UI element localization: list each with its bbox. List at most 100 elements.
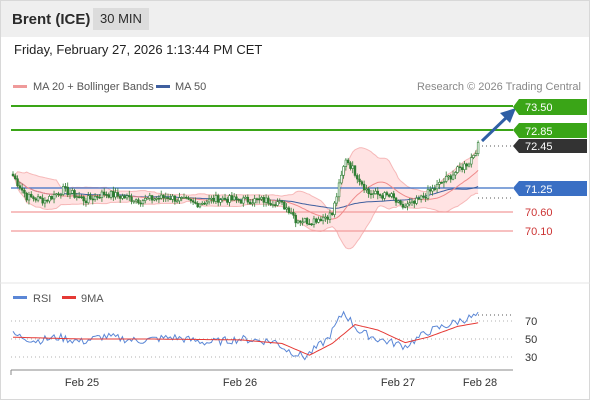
candle-body bbox=[476, 142, 480, 154]
candle-body bbox=[237, 198, 240, 201]
candle-body bbox=[98, 196, 101, 199]
candle-body bbox=[217, 195, 220, 203]
x-label-feb25: Feb 25 bbox=[65, 377, 99, 389]
candle-body bbox=[141, 200, 145, 205]
candle-body bbox=[299, 220, 302, 223]
candle-body bbox=[139, 202, 142, 205]
support-1-value: 70.60 bbox=[525, 207, 553, 219]
candle-body bbox=[333, 202, 336, 215]
candle-body bbox=[153, 198, 156, 201]
candle-body bbox=[362, 183, 366, 191]
candle-body bbox=[169, 198, 172, 200]
candle-body bbox=[312, 218, 316, 225]
candle-body bbox=[178, 197, 181, 202]
candle-body bbox=[410, 200, 414, 204]
candle-body bbox=[148, 195, 151, 199]
candle-body bbox=[187, 197, 190, 200]
candle-body bbox=[372, 193, 375, 195]
candle-body bbox=[438, 182, 441, 185]
candle-body bbox=[132, 200, 136, 203]
candle-body bbox=[330, 212, 334, 215]
candle-body bbox=[349, 162, 352, 169]
resistance-2-tag bbox=[513, 99, 587, 115]
candle-body bbox=[321, 216, 325, 222]
candle-body bbox=[84, 200, 88, 204]
candle-body bbox=[278, 200, 281, 203]
ma20-legend-label: MA 20 + Bollinger Bands bbox=[33, 81, 154, 93]
candle-body bbox=[112, 190, 115, 198]
candle-body bbox=[444, 176, 448, 182]
candle-body bbox=[71, 190, 74, 194]
candle-body bbox=[474, 153, 478, 156]
candle-body bbox=[242, 197, 245, 204]
candle-body bbox=[367, 188, 370, 195]
candle-body bbox=[431, 188, 434, 192]
candle-body bbox=[351, 165, 354, 169]
candle-body bbox=[399, 200, 402, 205]
rsi-legend-swatch bbox=[13, 296, 27, 299]
candle-body bbox=[134, 199, 138, 202]
candle-body bbox=[385, 192, 389, 196]
candle-body bbox=[310, 223, 313, 226]
candle-body bbox=[308, 223, 311, 226]
candle-body bbox=[16, 178, 19, 187]
candle-body bbox=[39, 196, 42, 199]
candle-body bbox=[264, 197, 268, 203]
candle-body bbox=[258, 198, 261, 201]
candle-body bbox=[14, 175, 17, 180]
candle-body bbox=[50, 196, 53, 200]
rsi-ma-legend-label: 9MA bbox=[81, 293, 104, 305]
forecast-arrow-head bbox=[500, 108, 516, 123]
rsi-line bbox=[12, 310, 479, 361]
candle-body bbox=[212, 197, 215, 202]
top-bar: Brent (ICE) 30 MIN bbox=[1, 1, 589, 37]
candle-body bbox=[48, 196, 51, 202]
candle-body bbox=[52, 194, 56, 200]
candle-body bbox=[344, 159, 348, 167]
candle-body bbox=[32, 196, 35, 200]
candle-body bbox=[449, 175, 452, 180]
candle-body bbox=[232, 196, 236, 201]
x-label-feb27: Feb 27 bbox=[381, 377, 415, 389]
candle-body bbox=[267, 197, 270, 204]
candle-body bbox=[422, 195, 425, 198]
candle-body bbox=[191, 200, 195, 203]
timeframe-button[interactable]: 30 MIN bbox=[93, 8, 149, 30]
candle-body bbox=[128, 195, 131, 198]
candle-body bbox=[100, 191, 104, 198]
candlesticks bbox=[11, 140, 480, 228]
candle-body bbox=[198, 203, 202, 208]
candle-body bbox=[408, 202, 411, 205]
candle-body bbox=[41, 197, 44, 204]
candle-body bbox=[66, 186, 69, 196]
candle-body bbox=[340, 174, 343, 184]
candle-body bbox=[273, 204, 277, 206]
candle-body bbox=[326, 216, 329, 220]
candle-body bbox=[157, 197, 161, 200]
candle-body bbox=[276, 201, 279, 206]
candle-body bbox=[365, 188, 368, 191]
candle-body bbox=[356, 175, 359, 180]
candle-body bbox=[89, 195, 92, 200]
candle-body bbox=[303, 218, 307, 223]
resistance-1-value: 72.85 bbox=[525, 126, 553, 138]
candle-body bbox=[378, 194, 382, 196]
candle-body bbox=[317, 218, 320, 223]
candle-body bbox=[146, 197, 149, 200]
candle-body bbox=[337, 182, 341, 198]
last-price-tag bbox=[513, 139, 587, 153]
candle-body bbox=[91, 198, 95, 201]
candle-body bbox=[171, 195, 174, 200]
candle-body bbox=[406, 203, 409, 207]
candle-body bbox=[73, 190, 76, 198]
candle-body bbox=[342, 166, 345, 176]
candle-body bbox=[182, 196, 186, 199]
candle-body bbox=[210, 197, 213, 200]
candle-body bbox=[287, 207, 291, 214]
candle-body bbox=[429, 189, 432, 192]
candle-body bbox=[166, 197, 170, 199]
candle-body bbox=[419, 195, 423, 200]
candle-body bbox=[417, 197, 421, 200]
candle-body bbox=[162, 194, 165, 199]
candle-body bbox=[301, 221, 304, 224]
